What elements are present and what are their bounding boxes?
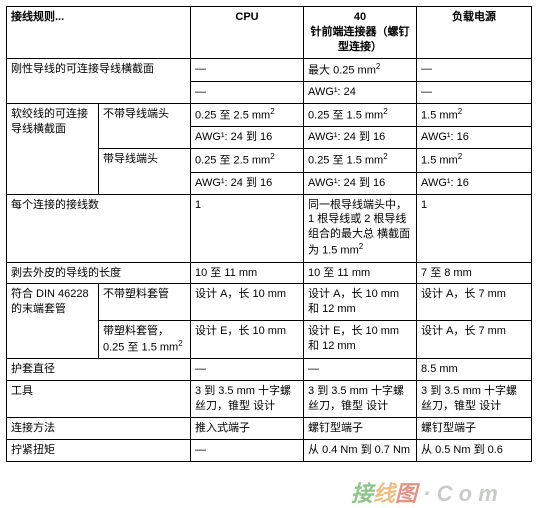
cell: AWG¹: 16 <box>417 127 532 149</box>
cell-torque: 拧紧扭矩 <box>7 439 191 461</box>
cell: — <box>417 82 532 104</box>
header-rules: 接线规则... <box>7 7 191 59</box>
table-row: 每个连接的接线数 1 同一根导线端头中，1 根导线或 2 根导线组合的最大总 横… <box>7 194 532 262</box>
cell: 0.25 至 2.5 mm2 <box>191 103 304 127</box>
cell: 推入式端子 <box>191 418 304 440</box>
watermark: 接线图 · C o m <box>351 476 498 508</box>
cell-tool: 工具 <box>7 381 191 418</box>
cell: — <box>417 58 532 82</box>
cell: AWG¹: 24 <box>304 82 417 104</box>
cell: 0.25 至 2.5 mm2 <box>191 149 304 173</box>
cell: 10 至 11 mm <box>191 262 304 284</box>
cell: 从 0.4 Nm 到 0.7 Nm <box>304 439 417 461</box>
cell-sheath-diameter: 护套直径 <box>7 359 191 381</box>
cell: 最大 0.25 mm2 <box>304 58 417 82</box>
wiring-rules-table: 接线规则... CPU 40 针前端连接器（螺钉型连接） 负载电源 刚性导线的可… <box>6 6 532 462</box>
cell: AWG¹: 24 到 16 <box>191 172 304 194</box>
cell: 设计 A，长 7 mm <box>417 284 532 321</box>
table-row: 剥去外皮的导线的长度 10 至 11 mm 10 至 11 mm 7 至 8 m… <box>7 262 532 284</box>
table-row: 工具 3 到 3.5 mm 十字螺丝刀，锥型 设计 3 到 3.5 mm 十字螺… <box>7 381 532 418</box>
header-connector: 40 针前端连接器（螺钉型连接） <box>304 7 417 59</box>
cell-din-label: 符合 DIN 46228 的末端套管 <box>7 284 99 359</box>
cell: 设计 E，长 10 mm 和 12 mm <box>304 321 417 359</box>
cell: — <box>191 82 304 104</box>
cell-wires-per-conn: 每个连接的接线数 <box>7 194 191 262</box>
cell: 螺钉型端子 <box>304 418 417 440</box>
page-wrap: 接线规则... CPU 40 针前端连接器（螺钉型连接） 负载电源 刚性导线的可… <box>6 6 537 462</box>
cell: 10 至 11 mm <box>304 262 417 284</box>
cell: AWG¹: 24 到 16 <box>304 172 417 194</box>
table-row: 护套直径 — — 8.5 mm <box>7 359 532 381</box>
cell: 设计 A，长 10 mm 和 12 mm <box>304 284 417 321</box>
cell: AWG¹: 24 到 16 <box>191 127 304 149</box>
cell-with-ferrule: 带导线端头 <box>99 149 191 194</box>
cell-with-plastic-sleeve: 带塑料套管，0.25 至 1.5 mm2 <box>99 321 191 359</box>
cell: 设计 A，长 10 mm <box>191 284 304 321</box>
cell: — <box>191 439 304 461</box>
cell: 1.5 mm2 <box>417 149 532 173</box>
table-row: 拧紧扭矩 — 从 0.4 Nm 到 0.7 Nm 从 0.5 Nm 到 0.6 <box>7 439 532 461</box>
table-row: 刚性导线的可连接导线横截面 — 最大 0.25 mm2 — <box>7 58 532 82</box>
table-row: 软绞线的可连接导线横截面 不带导线端头 0.25 至 2.5 mm2 0.25 … <box>7 103 532 127</box>
cell: AWG¹: 24 到 16 <box>304 127 417 149</box>
cell-rigid-wire-label: 刚性导线的可连接导线横截面 <box>7 58 191 103</box>
cell-flex-wire-label: 软绞线的可连接导线横截面 <box>7 103 99 194</box>
cell: 0.25 至 1.5 mm2 <box>304 103 417 127</box>
cell: 同一根导线端头中，1 根导线或 2 根导线组合的最大总 横截面为 1.5 mm2 <box>304 194 417 262</box>
cell: 0.25 至 1.5 mm2 <box>304 149 417 173</box>
cell: 设计 E，长 10 mm <box>191 321 304 359</box>
cell-no-ferrule: 不带导线端头 <box>99 103 191 148</box>
header-power: 负载电源 <box>417 7 532 59</box>
table-header-row: 接线规则... CPU 40 针前端连接器（螺钉型连接） 负载电源 <box>7 7 532 59</box>
cell: — <box>191 359 304 381</box>
cell: — <box>191 58 304 82</box>
cell: 螺钉型端子 <box>417 418 532 440</box>
cell: 3 到 3.5 mm 十字螺丝刀，锥型 设计 <box>304 381 417 418</box>
table-row: 符合 DIN 46228 的末端套管 不带塑料套管 设计 A，长 10 mm 设… <box>7 284 532 321</box>
cell-connection-method: 连接方法 <box>7 418 191 440</box>
cell: 3 到 3.5 mm 十字螺丝刀，锥型 设计 <box>191 381 304 418</box>
cell: 8.5 mm <box>417 359 532 381</box>
cell: AWG¹: 16 <box>417 172 532 194</box>
cell: 1 <box>191 194 304 262</box>
cell: 7 至 8 mm <box>417 262 532 284</box>
cell: 1.5 mm2 <box>417 103 532 127</box>
cell: 从 0.5 Nm 到 0.6 <box>417 439 532 461</box>
header-cpu: CPU <box>191 7 304 59</box>
cell: 1 <box>417 194 532 262</box>
cell-strip-length: 剥去外皮的导线的长度 <box>7 262 191 284</box>
cell: 3 到 3.5 mm 十字螺丝刀，锥型 设计 <box>417 381 532 418</box>
cell-no-plastic-sleeve: 不带塑料套管 <box>99 284 191 321</box>
table-row: 连接方法 推入式端子 螺钉型端子 螺钉型端子 <box>7 418 532 440</box>
cell: 设计 A，长 7 mm <box>417 321 532 359</box>
cell: — <box>304 359 417 381</box>
